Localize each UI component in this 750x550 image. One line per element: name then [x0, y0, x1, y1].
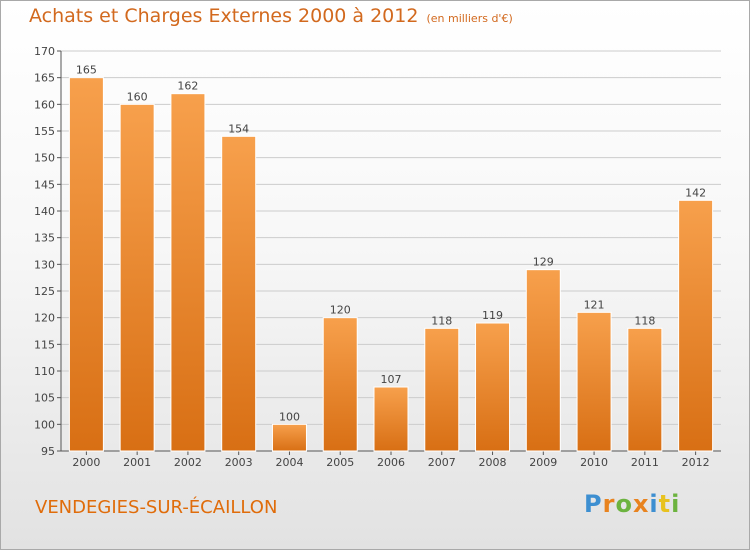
y-tick-label: 135: [34, 232, 55, 245]
bar-2000: [68, 77, 104, 452]
x-tick-label: 2000: [72, 456, 100, 469]
bar-2005: [322, 317, 358, 452]
x-tick-label: 2003: [225, 456, 253, 469]
bar-2002: [170, 93, 206, 452]
bar-value-label: 118: [634, 314, 655, 327]
x-tick-label: 2004: [275, 456, 303, 469]
bar-2001: [119, 103, 155, 452]
y-tick-label: 165: [34, 72, 55, 85]
x-tick-label: 2012: [682, 456, 710, 469]
y-tick-label: 105: [34, 392, 55, 405]
bars: [68, 77, 714, 452]
brand-letter: P: [584, 490, 603, 518]
brand-letter: i: [671, 490, 681, 518]
bar-value-label: 160: [127, 90, 148, 103]
chart-title-text: Achats et Charges Externes 2000 à 2012: [29, 5, 419, 27]
y-tick-label: 100: [34, 418, 55, 431]
y-tick-label: 170: [34, 45, 55, 58]
y-tick-label: 145: [34, 178, 55, 191]
x-tick-label: 2005: [326, 456, 354, 469]
y-tick-label: 160: [34, 98, 55, 111]
bar-2012: [678, 199, 714, 452]
bar-2003: [221, 135, 257, 452]
labels: 95 100 105 110 115 120 125 130 135 140 145 150 155 16…: [34, 45, 710, 469]
x-tick-label: 2008: [479, 456, 507, 469]
y-tick-label: 115: [34, 338, 55, 351]
x-tick-label: 2006: [377, 456, 405, 469]
bar-2010: [576, 311, 612, 452]
bar-value-label: 118: [431, 314, 452, 327]
bar-value-label: 129: [533, 256, 554, 269]
brand-letter: i: [649, 490, 659, 518]
bar-value-label: 165: [76, 64, 97, 77]
bar-value-label: 121: [584, 298, 605, 311]
y-tick-label: 110: [34, 365, 55, 378]
bar-value-label: 119: [482, 309, 503, 322]
y-tick-label: 120: [34, 312, 55, 325]
chart-subtitle: (en milliers d'€): [426, 12, 513, 25]
chart-title: Achats et Charges Externes 2000 à 2012 (e…: [29, 5, 513, 27]
y-tick-label: 150: [34, 152, 55, 165]
bar-value-label: 100: [279, 410, 300, 423]
bar-2004: [271, 423, 307, 452]
x-tick-label: 2001: [123, 456, 151, 469]
x-tick-label: 2002: [174, 456, 202, 469]
x-tick-label: 2010: [580, 456, 608, 469]
y-tick-label: 155: [34, 125, 55, 138]
brand-letter: r: [602, 490, 616, 518]
bar-2006: [373, 386, 409, 452]
y-tick-label: 130: [34, 258, 55, 271]
brand-letter: o: [615, 490, 633, 518]
bar-value-label: 142: [685, 186, 706, 199]
y-tick-label: 95: [41, 445, 55, 458]
brand-letter: t: [658, 490, 672, 518]
y-tick-label: 125: [34, 285, 55, 298]
bar-2008: [475, 322, 511, 452]
brand-letter: x: [632, 490, 650, 518]
x-tick-label: 2011: [631, 456, 659, 469]
bar-value-label: 120: [330, 304, 351, 317]
location-label: VENDEGIES-SUR-ÉCAILLON: [35, 497, 278, 518]
y-tick-label: 140: [34, 205, 55, 218]
x-tick-label: 2009: [529, 456, 557, 469]
bar-value-label: 162: [177, 80, 198, 93]
bar-value-label: 107: [381, 373, 402, 386]
bar-2009: [525, 269, 561, 452]
bar-2007: [424, 327, 460, 452]
brand-logo: Proxiti: [584, 490, 680, 518]
x-tick-label: 2007: [428, 456, 456, 469]
bar-2011: [627, 327, 663, 452]
bar-value-label: 154: [228, 122, 249, 135]
